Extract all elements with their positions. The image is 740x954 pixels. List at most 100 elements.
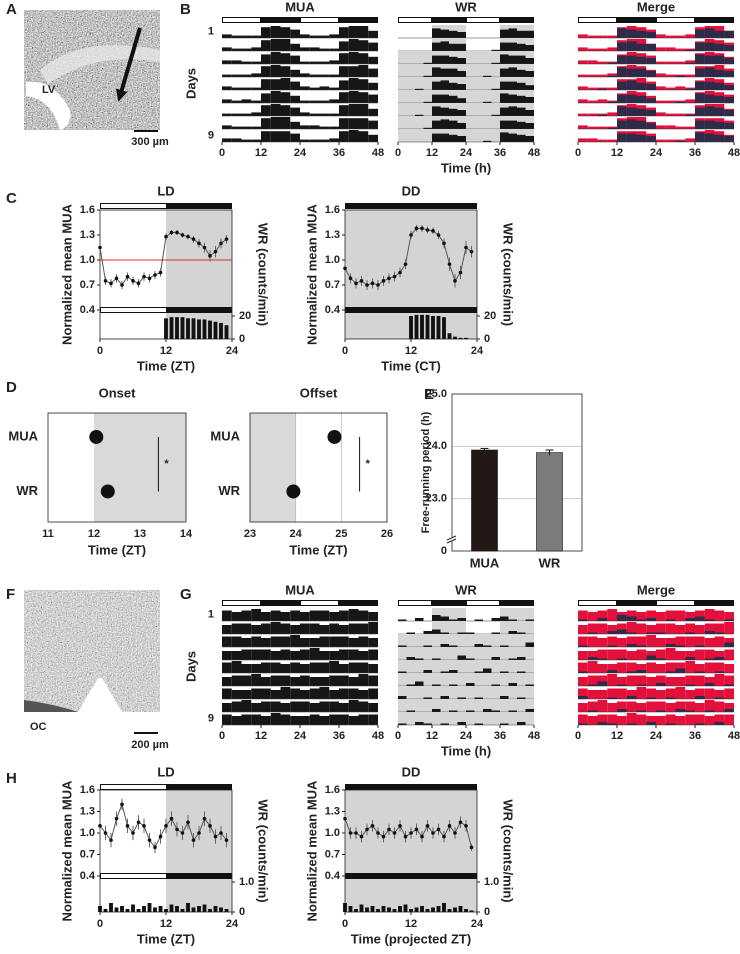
mua-point bbox=[158, 834, 163, 839]
wr-activity-bar bbox=[449, 43, 458, 51]
light-phase bbox=[301, 601, 338, 605]
mua-activity-bar bbox=[241, 610, 252, 621]
mua-activity-bar bbox=[714, 662, 725, 673]
mua-activity-bar bbox=[339, 649, 349, 660]
mua-activity-bar bbox=[300, 638, 310, 647]
mua-activity-bar bbox=[280, 66, 291, 77]
mua-activity-bar bbox=[368, 42, 378, 51]
mua-activity-bar bbox=[685, 99, 695, 103]
mua-activity-bar bbox=[261, 638, 271, 647]
mua-point bbox=[219, 241, 223, 246]
dark-shade bbox=[345, 790, 477, 912]
wr-activity-bar bbox=[626, 107, 637, 116]
mua-activity-bar bbox=[300, 690, 310, 699]
wr-activity-bar bbox=[525, 58, 534, 64]
light-phase bbox=[223, 18, 260, 22]
mua-activity-bar bbox=[290, 107, 300, 116]
y-tick-label: 0.7 bbox=[325, 848, 340, 860]
panel-title: WR bbox=[455, 582, 477, 597]
mua-activity-bar bbox=[587, 636, 598, 647]
mua-activity-bar bbox=[656, 61, 666, 64]
wr-activity-bar bbox=[432, 684, 441, 686]
mua-activity-bar bbox=[626, 651, 637, 660]
mua-activity-bar bbox=[675, 48, 686, 51]
dot bbox=[100, 484, 115, 499]
mua-activity-bar bbox=[251, 112, 261, 116]
mua-activity-bar bbox=[626, 636, 637, 647]
mua-point bbox=[403, 262, 408, 266]
x-tick-label: 0 bbox=[395, 147, 401, 159]
mua-activity-bar bbox=[597, 690, 608, 699]
wr-activity-bar bbox=[587, 632, 598, 634]
wr-activity-bar bbox=[423, 75, 432, 77]
mua-activity-bar bbox=[656, 690, 666, 699]
wr-activity-bar bbox=[607, 127, 617, 129]
mua-activity-bar bbox=[329, 48, 339, 51]
mua-activity-bar bbox=[685, 714, 695, 725]
mua-activity-bar bbox=[222, 113, 232, 116]
x-tick-label: 0 bbox=[219, 147, 225, 159]
x-tick-label: 0 bbox=[575, 147, 581, 159]
wr-activity-bar bbox=[626, 119, 637, 129]
wr-activity-bar bbox=[675, 75, 686, 77]
mua-activity-bar bbox=[626, 610, 637, 621]
mua-activity-bar bbox=[309, 648, 320, 660]
wr-activity-bar bbox=[695, 42, 705, 51]
mua-activity-bar bbox=[309, 100, 320, 103]
mua-activity-bar bbox=[695, 636, 705, 647]
mua-activity-bar bbox=[300, 623, 310, 634]
mua-activity-bar bbox=[319, 61, 330, 64]
mua-activity-bar bbox=[222, 74, 232, 77]
wr-activity-bar bbox=[656, 658, 666, 660]
mua-activity-bar bbox=[348, 130, 359, 142]
mua-activity-bar bbox=[339, 80, 349, 90]
mua-activity-bar bbox=[368, 56, 378, 64]
x-tick-label: 23 bbox=[244, 528, 256, 540]
wr-activity-bar bbox=[415, 658, 424, 660]
wr-activity-bar bbox=[695, 696, 705, 699]
mua-activity-bar bbox=[222, 625, 232, 634]
mua-activity-bar bbox=[270, 690, 281, 699]
wr-activity-bar bbox=[656, 710, 666, 712]
mua-activity-bar bbox=[231, 636, 242, 647]
wr-activity-bar bbox=[714, 632, 725, 634]
mua-point bbox=[153, 273, 157, 277]
mua-point bbox=[147, 838, 152, 842]
mua-activity-bar bbox=[665, 714, 676, 725]
mua-activity-bar bbox=[300, 86, 310, 90]
wr-bar bbox=[447, 333, 452, 339]
wr-activity-bar bbox=[646, 123, 656, 129]
mua-point bbox=[392, 274, 397, 279]
row-tick-label: 9 bbox=[208, 129, 214, 141]
light-phase bbox=[467, 18, 499, 22]
ld-bar bbox=[222, 600, 378, 606]
wr-activity-bar bbox=[432, 709, 441, 712]
wr-activity-bar bbox=[525, 123, 534, 129]
mua-activity-bar bbox=[261, 93, 271, 103]
mua-activity-bar bbox=[329, 701, 339, 712]
mua-activity-bar bbox=[319, 610, 330, 621]
wr-activity-bar bbox=[508, 120, 517, 129]
x-tick-label: 12 bbox=[160, 345, 172, 357]
mua-activity-bar bbox=[319, 100, 330, 103]
mua-activity-bar bbox=[665, 703, 676, 712]
wr-activity-bar bbox=[578, 619, 588, 621]
wr-activity-bar bbox=[714, 82, 725, 90]
mua-activity-bar bbox=[578, 662, 588, 673]
mua-point bbox=[370, 281, 375, 286]
x-tick-label: 25 bbox=[335, 528, 347, 540]
mua-point bbox=[370, 824, 375, 828]
y2-axis-label: WR (counts/min) bbox=[256, 223, 271, 326]
mua-activity-bar bbox=[578, 714, 588, 725]
wr-bar bbox=[224, 325, 229, 339]
wr-activity-bar bbox=[597, 88, 608, 90]
ld-bar bbox=[398, 17, 534, 23]
mua-activity-bar bbox=[280, 687, 291, 699]
mua-activity-bar bbox=[587, 690, 598, 699]
x-tick-label: 24 bbox=[460, 730, 473, 742]
category-label: MUA bbox=[210, 428, 240, 443]
mua-point bbox=[431, 831, 435, 835]
mua-activity-bar bbox=[695, 610, 705, 621]
wr-bar bbox=[142, 906, 146, 912]
mua-activity-bar bbox=[290, 133, 300, 142]
